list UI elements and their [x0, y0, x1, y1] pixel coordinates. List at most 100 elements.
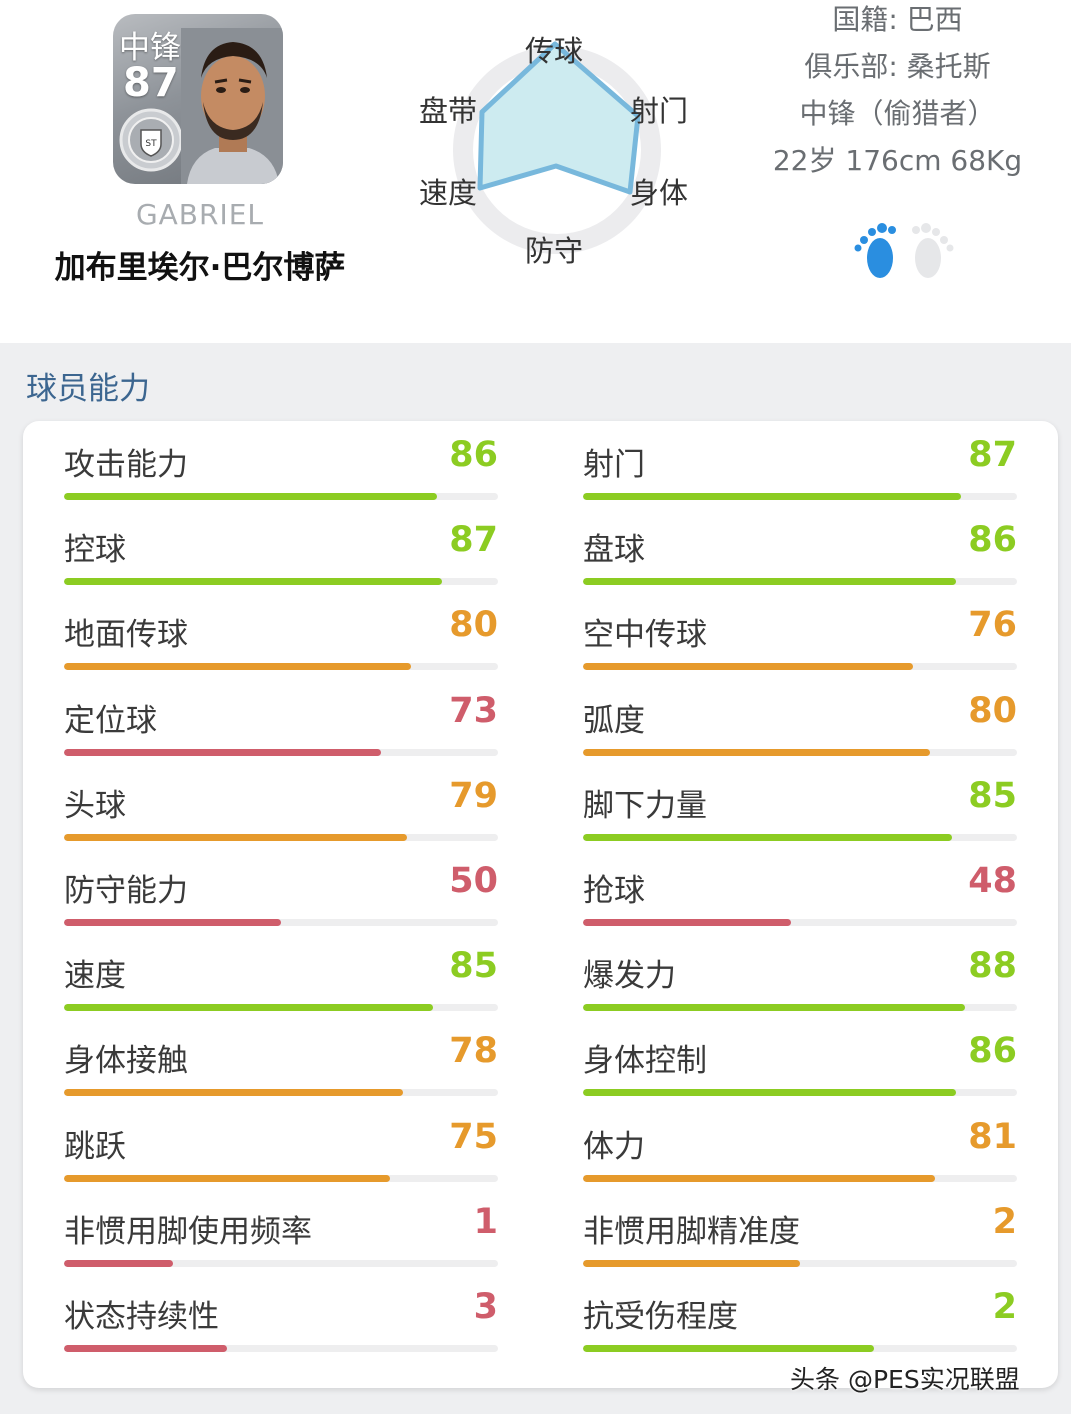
stat-value: 75 — [449, 1116, 498, 1157]
stat-bar-fill — [64, 1089, 403, 1097]
stat-row[interactable]: 弧度 80 — [583, 677, 1017, 762]
section-title: 球员能力 — [26, 371, 150, 407]
radar-label-physical: 身体 — [630, 176, 689, 210]
stat-row[interactable]: 非惯用脚使用频率 1 — [64, 1188, 498, 1273]
stat-row[interactable]: 身体接触 78 — [64, 1017, 498, 1102]
stat-row[interactable]: 地面传球 80 — [64, 591, 498, 676]
stat-name: 弧度 — [583, 702, 645, 739]
club: 俱乐部: 桑托斯 — [804, 50, 991, 83]
stat-bar-track — [583, 1344, 1017, 1352]
stat-value: 50 — [449, 860, 498, 901]
stat-bar-fill — [64, 493, 438, 500]
stat-row[interactable]: 状态持续性 3 — [64, 1273, 498, 1358]
stat-bar-track — [64, 918, 498, 926]
stat-row[interactable]: 速度 85 — [64, 932, 498, 1017]
stat-row[interactable]: 盘球 86 — [583, 506, 1017, 591]
stat-value: 80 — [449, 605, 498, 646]
stat-bar-track — [64, 748, 498, 756]
stat-row[interactable]: 攻击能力 86 — [64, 421, 498, 506]
stat-name: 防守能力 — [64, 872, 188, 909]
stat-value: 2 — [992, 1286, 1017, 1327]
card-position: 中锋 — [119, 30, 181, 66]
svg-text:ST: ST — [145, 139, 157, 149]
stat-bar-fill — [583, 663, 913, 671]
stat-row[interactable]: 脚下力量 85 — [583, 762, 1017, 847]
stat-bar-track — [64, 833, 498, 841]
stat-bar-track — [583, 663, 1017, 671]
stat-value: 78 — [449, 1031, 498, 1072]
stat-row[interactable]: 爆发力 88 — [583, 932, 1017, 1017]
stat-value: 79 — [449, 775, 498, 816]
player-portrait — [181, 28, 283, 184]
stat-row[interactable]: 身体控制 86 — [583, 1017, 1017, 1102]
stat-name: 抗受伤程度 — [583, 1298, 738, 1335]
stat-bar-track — [64, 1344, 498, 1352]
stat-bar-fill — [583, 833, 952, 841]
stat-bar-track — [64, 578, 498, 586]
player-chinese-name: 加布里埃尔·巴尔博萨 — [54, 250, 346, 286]
stat-row[interactable]: 控球 87 — [64, 506, 498, 591]
stat-name: 定位球 — [64, 702, 157, 739]
player-header: 中锋 87 ST GABRIEL 加布里埃尔·巴尔博萨 传球 射门 — [0, 0, 1071, 343]
stat-bar-fill — [583, 1004, 965, 1012]
stat-bar-fill — [64, 833, 407, 841]
stat-row[interactable]: 空中传球 76 — [583, 591, 1017, 676]
playing-style: 中锋（偷猎者） — [799, 97, 996, 130]
stat-bar-track — [583, 493, 1017, 500]
stat-name: 身体接触 — [64, 1043, 188, 1080]
stat-value: 86 — [968, 520, 1017, 561]
radar-label-speed: 速度 — [419, 176, 478, 210]
stat-bar-fill — [583, 578, 957, 586]
stats-column-left: 攻击能力 86 控球 87 地面传球 80 定位球 73 头球 79 防守能力 50 速度 85 身体接触 7… — [64, 421, 498, 1358]
stat-row[interactable]: 头球 79 — [64, 762, 498, 847]
stat-row[interactable]: 非惯用脚精准度 2 — [583, 1188, 1017, 1273]
stat-value: 2 — [992, 1201, 1017, 1242]
stat-bar-track — [64, 1004, 498, 1012]
stat-value: 86 — [449, 435, 498, 475]
stat-row[interactable]: 射门 87 — [583, 421, 1017, 506]
stat-name: 盘球 — [583, 532, 645, 569]
stat-bar-track — [64, 1174, 498, 1182]
stat-name: 控球 — [64, 532, 126, 569]
stat-value: 86 — [968, 1031, 1017, 1072]
stat-bar-track — [583, 918, 1017, 926]
stat-bar-track — [583, 1259, 1017, 1267]
stat-bar-track — [64, 493, 498, 500]
stat-bar-fill — [64, 663, 412, 671]
stat-bar-track — [64, 663, 498, 671]
stat-bar-fill — [583, 1089, 957, 1097]
stat-name: 地面传球 — [64, 617, 188, 654]
stat-bar-fill — [583, 493, 961, 500]
stat-bar-fill — [64, 1174, 390, 1182]
stat-row[interactable]: 防守能力 50 — [64, 847, 498, 932]
ability-panel: 攻击能力 86 控球 87 地面传球 80 定位球 73 头球 79 防守能力 50 速度 85 身体接触 7… — [23, 421, 1058, 1388]
stat-name: 脚下力量 — [583, 787, 707, 824]
stat-bar-fill — [64, 1344, 227, 1352]
stat-name: 头球 — [64, 787, 126, 824]
player-card[interactable]: 中锋 87 ST — [113, 14, 283, 184]
stat-bar-fill — [64, 918, 281, 926]
stat-value: 76 — [968, 605, 1017, 646]
stat-name: 爆发力 — [583, 958, 676, 995]
stat-bar-track — [64, 1259, 498, 1267]
stat-bar-fill — [583, 748, 931, 756]
stat-bar-track — [583, 748, 1017, 756]
stat-value: 3 — [473, 1286, 498, 1327]
stat-row[interactable]: 抢球 48 — [583, 847, 1017, 932]
stat-row[interactable]: 抗受伤程度 2 — [583, 1273, 1017, 1358]
stat-bar-track — [583, 1089, 1017, 1097]
stat-bar-fill — [64, 1004, 433, 1012]
stat-row[interactable]: 跳跃 75 — [64, 1103, 498, 1188]
stat-bar-fill — [64, 748, 381, 756]
stat-bar-fill — [583, 1259, 800, 1267]
nationality: 国籍: 巴西 — [832, 3, 963, 36]
stat-row[interactable]: 体力 81 — [583, 1103, 1017, 1188]
stat-name: 空中传球 — [583, 617, 707, 654]
age-height-weight: 22岁 176cm 68Kg — [772, 144, 1023, 177]
stat-name: 非惯用脚精准度 — [583, 1213, 800, 1250]
stat-row[interactable]: 定位球 73 — [64, 677, 498, 762]
stat-value: 73 — [449, 690, 498, 731]
stat-value: 88 — [968, 946, 1017, 987]
stat-bar-track — [64, 1089, 498, 1097]
stat-bar-fill — [583, 918, 792, 926]
